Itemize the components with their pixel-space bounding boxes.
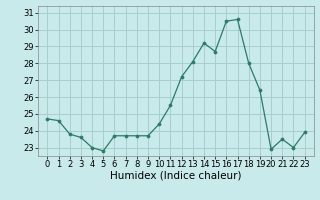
X-axis label: Humidex (Indice chaleur): Humidex (Indice chaleur) [110, 171, 242, 181]
